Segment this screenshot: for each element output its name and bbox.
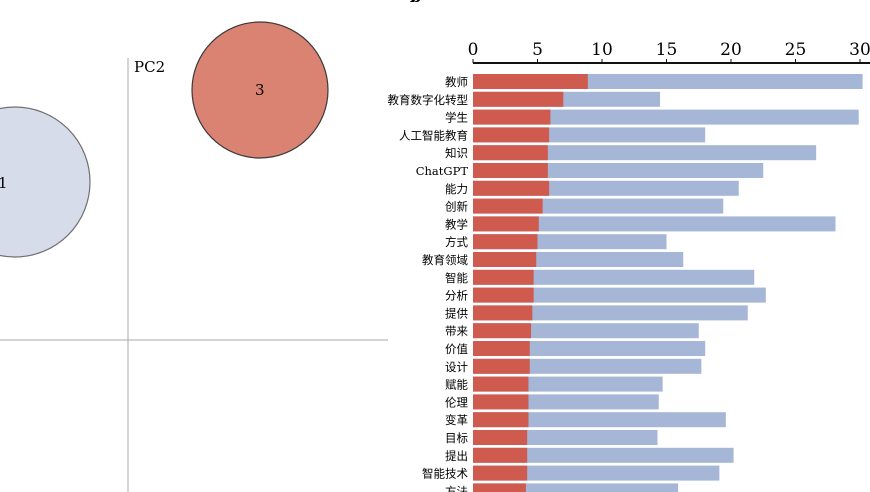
category-label: 智能技术 [422, 467, 468, 481]
bar-total [473, 145, 817, 161]
bar-total [473, 287, 766, 303]
bar-highlight [473, 358, 530, 374]
cluster-3-label: 3 [255, 81, 265, 99]
x-tick-label: 15 [656, 40, 678, 60]
bar-total [473, 269, 755, 285]
bar-highlight [473, 430, 528, 445]
bar-total [473, 305, 748, 321]
bar-highlight [473, 465, 528, 481]
x-tick-label: 20 [720, 40, 742, 60]
x-tick-label: 10 [591, 40, 613, 60]
pca-panel: PC2 1 3 [0, 21, 388, 492]
cluster-1-label: 1 [0, 174, 8, 192]
x-tick-label: 25 [785, 40, 807, 60]
category-label: 设计 [445, 360, 468, 374]
bar-highlight [473, 145, 548, 161]
bar-highlight [473, 127, 550, 143]
category-label: 教育领域 [422, 253, 468, 267]
bar-highlight [473, 74, 588, 89]
bar-total [473, 412, 726, 428]
bar-highlight [473, 109, 551, 125]
category-label: ChatGPT [416, 164, 469, 178]
bar-highlight [473, 91, 564, 107]
bar-highlight [473, 394, 529, 410]
bar-total [473, 358, 702, 374]
category-label: 教学 [445, 217, 468, 231]
bar-total [473, 483, 679, 492]
bar-highlight [473, 376, 529, 392]
category-label: 提出 [445, 449, 468, 463]
category-label: 价值 [445, 342, 468, 356]
x-tick-label: 0 [468, 40, 479, 60]
category-label: 分析 [445, 289, 468, 303]
bar-highlight [473, 234, 538, 250]
bar-highlight [473, 341, 530, 356]
category-label: 目标 [445, 431, 468, 445]
category-label: 方式 [445, 235, 468, 249]
category-label: 伦理 [445, 395, 468, 409]
bar-total [473, 216, 836, 232]
bar-highlight [473, 180, 550, 196]
bar-total [473, 447, 734, 463]
category-label: 教师 [445, 75, 468, 89]
bar-highlight [473, 198, 543, 214]
category-label: 能力 [445, 182, 468, 196]
category-label: 带来 [445, 324, 468, 338]
category-label: 人工智能教育 [399, 128, 468, 142]
category-label: 变革 [445, 413, 468, 427]
cluster-1-bubble [0, 106, 91, 258]
category-label: 创新 [445, 200, 468, 214]
bar-total [473, 465, 720, 481]
bar-highlight [473, 163, 548, 178]
bar-highlight [473, 412, 529, 428]
x-tick-label: 30 [849, 40, 870, 60]
category-label: 教育数字化转型 [388, 93, 469, 107]
category-label: 知识 [445, 146, 468, 160]
bar-total [473, 341, 706, 356]
bar-highlight [473, 483, 526, 492]
x-tick-label: 5 [532, 40, 543, 60]
bar-highlight [473, 287, 534, 303]
cluster-3-bubble [191, 21, 329, 159]
bar-highlight [473, 323, 532, 339]
category-label: 学生 [445, 111, 468, 125]
category-label: 方法 [445, 484, 468, 492]
pc2-axis-label: PC2 [134, 58, 165, 76]
category-label: 赋能 [445, 378, 468, 392]
bar-highlight [473, 216, 539, 232]
bar-highlight [473, 447, 528, 463]
bar-highlight [473, 269, 534, 285]
bar-highlight [473, 252, 537, 267]
bar-highlight [473, 305, 533, 321]
category-label: 提供 [445, 306, 468, 320]
category-label: 智能 [445, 271, 468, 285]
bar-total [473, 109, 859, 125]
panel-letter: b [410, 0, 421, 6]
